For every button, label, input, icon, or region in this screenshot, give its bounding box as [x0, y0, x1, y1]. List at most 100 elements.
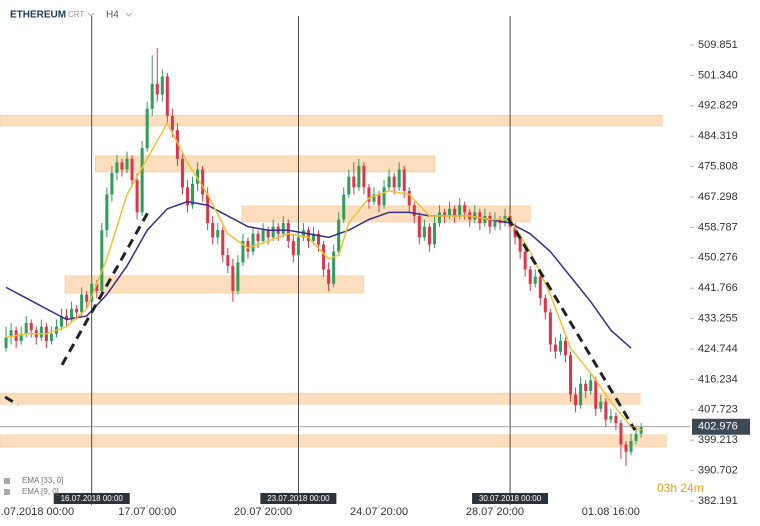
candle-body [216, 230, 220, 238]
vertical-label-box [53, 493, 130, 504]
candle-body [281, 223, 285, 234]
candle-body [342, 194, 346, 220]
candle-body [24, 323, 28, 334]
candle-body [427, 226, 431, 245]
dropdown-icon[interactable] [87, 12, 95, 17]
candle-body [558, 340, 562, 352]
candle-body [412, 205, 416, 216]
candle-body [4, 337, 8, 349]
candle-body [241, 240, 245, 263]
candle-body [236, 262, 240, 291]
candle-body [443, 212, 447, 216]
candle-body [311, 233, 316, 241]
candle-body [332, 251, 336, 284]
candle-body [327, 269, 331, 284]
candle-body [488, 215, 492, 227]
candle-body [599, 401, 603, 409]
candle-body [105, 194, 109, 231]
instrument-type[interactable]: CRT [68, 10, 84, 19]
candle-body [191, 183, 195, 206]
vertical-label-box [260, 493, 337, 504]
candle-body [574, 394, 578, 406]
candle-body [155, 83, 159, 95]
y-tick-label: 433.255 [698, 313, 738, 325]
x-tick-label: 28.07 20:00 [466, 506, 524, 518]
candle-body [135, 180, 139, 213]
candle-body [579, 383, 583, 406]
candle-body [261, 230, 265, 241]
candle-body [392, 176, 396, 188]
candle-body [619, 423, 623, 445]
legend-icon [4, 489, 10, 495]
candle-body [115, 162, 119, 174]
candle-body [170, 115, 174, 131]
ema-line [5, 200, 632, 349]
candle-body [377, 194, 381, 206]
candle-body [256, 233, 260, 241]
x-tick-label: 01.08 16:00 [582, 506, 640, 518]
candle-body [402, 169, 406, 191]
candle-body [463, 205, 467, 213]
vertical-label: 23.07.2018 00:00 [267, 494, 330, 503]
candle-body [362, 165, 366, 188]
dropdown-icon[interactable] [125, 12, 133, 17]
legend-label: EMA [33, 0] [22, 476, 63, 485]
y-tick-label: 458.787 [698, 221, 738, 233]
y-tick-label: 467.298 [698, 191, 738, 203]
zone [64, 275, 365, 294]
candle-body [140, 148, 144, 213]
candle-timer: 03h 24m [657, 481, 704, 495]
candle-body [624, 444, 628, 452]
candle-body [130, 158, 134, 181]
y-tick-label: 407.723 [698, 404, 738, 416]
candle-body [543, 298, 547, 313]
candle-body [347, 176, 351, 195]
candle-body [266, 230, 270, 238]
candle-body [483, 215, 487, 224]
candle-body [201, 169, 205, 195]
timeframe[interactable]: H4 [106, 10, 119, 21]
candle-body [589, 380, 593, 391]
candle-body [211, 223, 215, 238]
candle-body [634, 433, 638, 441]
candle-body [125, 158, 129, 170]
x-tick-label: 20.07 20:00 [234, 506, 292, 518]
candle-body [397, 169, 401, 188]
vertical-label: 30.07.2018 00:00 [479, 494, 542, 503]
candle-body [120, 162, 124, 170]
candle-body [372, 194, 376, 202]
candle-body [65, 315, 69, 320]
candle-body [70, 308, 74, 320]
candle-body [417, 215, 421, 238]
instrument-title: ETHEREUM [10, 10, 66, 21]
candle-body [453, 208, 457, 216]
candle-body [458, 205, 462, 216]
candle-body [437, 212, 442, 224]
candle-body [59, 315, 64, 327]
candle-body [387, 176, 391, 188]
y-tick-label: 509.851 [698, 39, 738, 51]
candle-body [553, 344, 557, 352]
candle-body [39, 326, 43, 338]
candle-body [614, 415, 618, 424]
candle-body [584, 383, 588, 391]
candle-body [473, 212, 477, 220]
vertical-label-box [472, 493, 549, 504]
zone [0, 392, 641, 405]
candle-body [251, 233, 255, 252]
x-tick-label: 13.07.2018 00:00 [0, 506, 74, 518]
candle-body [548, 312, 552, 345]
candle-body [29, 323, 33, 331]
legend-icon [4, 478, 10, 484]
candle-body [563, 340, 568, 356]
candle-body [175, 130, 179, 159]
candle-body [246, 240, 250, 252]
candle-body [569, 355, 573, 395]
candle-body [19, 333, 23, 341]
candle-body [90, 283, 94, 302]
candle-body [286, 223, 290, 241]
y-tick-label: 484.319 [698, 130, 738, 142]
candle-body [306, 230, 310, 241]
candle-body [80, 294, 84, 313]
